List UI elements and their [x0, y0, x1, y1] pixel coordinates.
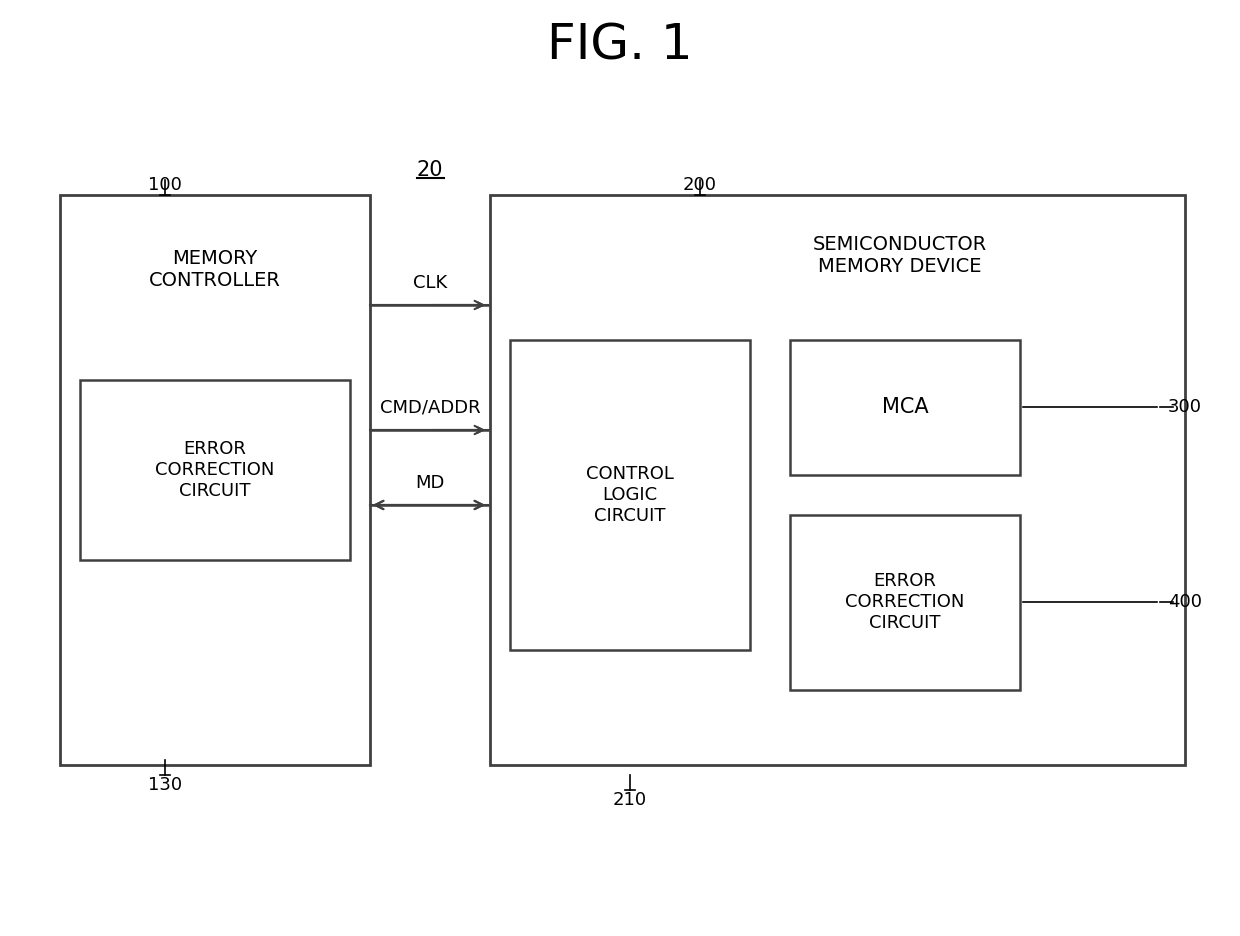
Text: 100: 100 [148, 176, 182, 194]
FancyBboxPatch shape [510, 340, 750, 650]
Text: MD: MD [415, 474, 445, 492]
FancyBboxPatch shape [790, 340, 1021, 475]
Text: 400: 400 [1168, 593, 1202, 611]
Text: ERROR
CORRECTION
CIRCUIT: ERROR CORRECTION CIRCUIT [155, 440, 275, 500]
Text: SEMICONDUCTOR
MEMORY DEVICE: SEMICONDUCTOR MEMORY DEVICE [813, 235, 987, 275]
Text: 200: 200 [683, 176, 717, 194]
Text: MEMORY
CONTROLLER: MEMORY CONTROLLER [149, 250, 281, 290]
Text: MCA: MCA [882, 397, 929, 417]
Text: CMD/ADDR: CMD/ADDR [379, 399, 480, 417]
Text: 20: 20 [417, 160, 443, 180]
FancyBboxPatch shape [81, 380, 350, 560]
Text: 300: 300 [1168, 398, 1202, 416]
FancyBboxPatch shape [60, 195, 370, 765]
Text: 210: 210 [613, 791, 647, 809]
Text: FIG. 1: FIG. 1 [547, 21, 693, 69]
Text: ERROR
CORRECTION
CIRCUIT: ERROR CORRECTION CIRCUIT [846, 572, 965, 632]
Text: 130: 130 [148, 776, 182, 794]
FancyBboxPatch shape [790, 515, 1021, 690]
FancyBboxPatch shape [490, 195, 1185, 765]
Text: CONTROL
LOGIC
CIRCUIT: CONTROL LOGIC CIRCUIT [587, 465, 673, 525]
Text: CLK: CLK [413, 274, 448, 292]
